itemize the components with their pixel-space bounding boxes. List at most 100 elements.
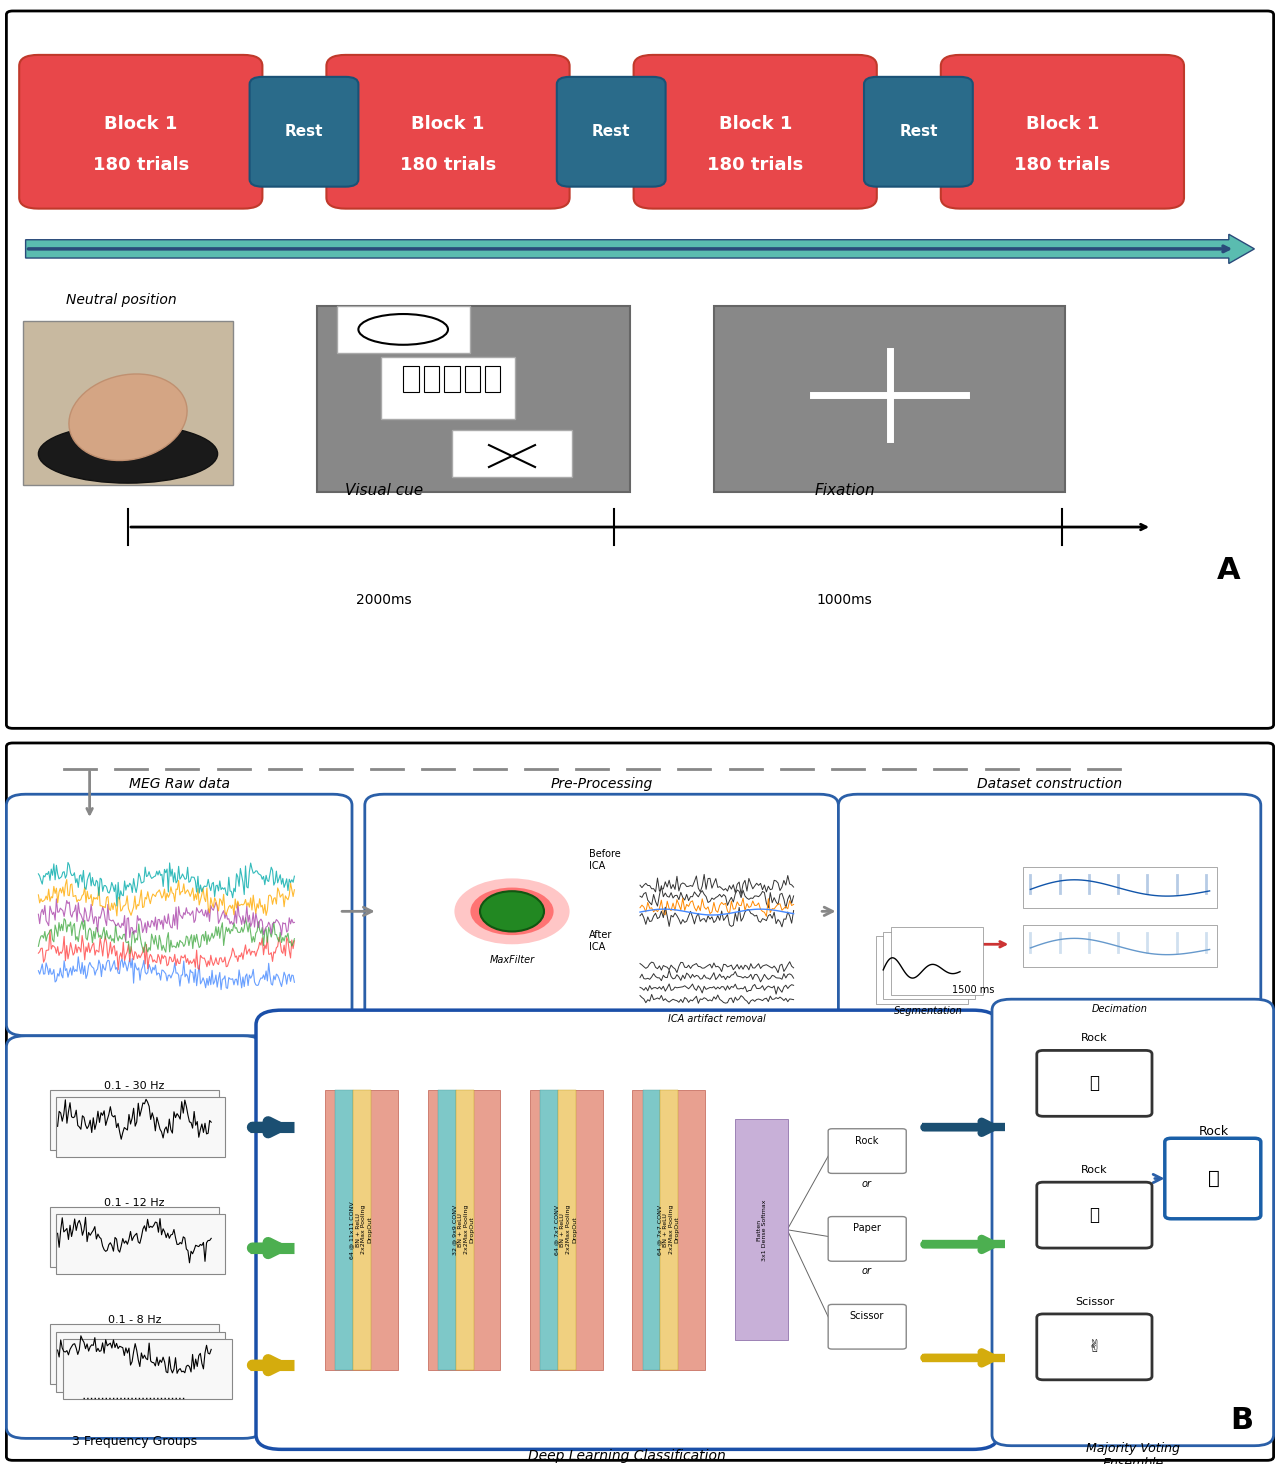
FancyBboxPatch shape	[335, 1089, 353, 1370]
FancyBboxPatch shape	[1165, 1139, 1261, 1218]
FancyBboxPatch shape	[735, 1118, 788, 1341]
FancyBboxPatch shape	[660, 1089, 678, 1370]
FancyBboxPatch shape	[634, 56, 877, 208]
Text: Flatten
3x1 Dense Softmax: Flatten 3x1 Dense Softmax	[756, 1199, 767, 1261]
Text: 0.1 - 30 Hz: 0.1 - 30 Hz	[104, 1080, 165, 1091]
Text: B: B	[1230, 1405, 1253, 1435]
FancyBboxPatch shape	[326, 56, 570, 208]
FancyBboxPatch shape	[250, 78, 358, 186]
Text: Block 1: Block 1	[718, 116, 792, 133]
Text: Decimation: Decimation	[1092, 1004, 1148, 1015]
Text: Rock: Rock	[1198, 1126, 1229, 1139]
Text: Block 1: Block 1	[104, 116, 178, 133]
FancyBboxPatch shape	[1023, 867, 1217, 908]
Text: Fixation: Fixation	[814, 483, 876, 498]
Text: Segmentation: Segmentation	[893, 1007, 963, 1016]
Ellipse shape	[480, 892, 544, 931]
FancyBboxPatch shape	[56, 1332, 225, 1391]
Text: MaxFilter: MaxFilter	[489, 956, 535, 965]
FancyBboxPatch shape	[557, 78, 666, 186]
FancyBboxPatch shape	[828, 1217, 906, 1261]
Text: ✌: ✌	[1088, 1338, 1101, 1356]
Text: ICA artifact removal: ICA artifact removal	[668, 1013, 765, 1023]
FancyBboxPatch shape	[50, 1206, 219, 1266]
Text: Dataset construction: Dataset construction	[977, 776, 1123, 791]
Text: 0.1 - 8 Hz: 0.1 - 8 Hz	[108, 1315, 161, 1325]
FancyBboxPatch shape	[317, 306, 630, 492]
FancyBboxPatch shape	[456, 1089, 474, 1370]
Text: Rock: Rock	[1082, 1034, 1107, 1042]
FancyBboxPatch shape	[530, 1089, 603, 1370]
Text: 3 Frequency Groups: 3 Frequency Groups	[72, 1435, 197, 1448]
Text: ✊: ✊	[1207, 1170, 1220, 1187]
Text: 1000ms: 1000ms	[817, 593, 873, 608]
Text: Rest: Rest	[591, 124, 631, 139]
FancyBboxPatch shape	[558, 1089, 576, 1370]
FancyBboxPatch shape	[381, 357, 515, 419]
FancyBboxPatch shape	[941, 56, 1184, 208]
Text: 32 @ 9x9 CONV
BN + ReLU
2x2Max Pooling
DropOut: 32 @ 9x9 CONV BN + ReLU 2x2Max Pooling D…	[452, 1205, 475, 1255]
Text: Rest: Rest	[284, 124, 324, 139]
FancyBboxPatch shape	[56, 1098, 225, 1157]
Bar	[444, 366, 460, 391]
Text: 64 @ 11x11 CONV
BN + ReLU
2x2Max Pooling
DropOut: 64 @ 11x11 CONV BN + ReLU 2x2Max Pooling…	[349, 1200, 372, 1259]
FancyBboxPatch shape	[540, 1089, 558, 1370]
Text: 180 trials: 180 trials	[707, 155, 804, 174]
FancyBboxPatch shape	[864, 78, 973, 186]
FancyBboxPatch shape	[337, 306, 470, 353]
FancyBboxPatch shape	[50, 1089, 219, 1151]
FancyBboxPatch shape	[714, 306, 1065, 492]
FancyBboxPatch shape	[6, 1037, 262, 1438]
Text: ✊: ✊	[1089, 1075, 1100, 1092]
FancyBboxPatch shape	[63, 1338, 232, 1400]
Text: Block 1: Block 1	[411, 116, 485, 133]
Text: Rock: Rock	[1082, 1165, 1107, 1174]
FancyBboxPatch shape	[325, 1089, 398, 1370]
Text: MEG Raw data: MEG Raw data	[129, 776, 229, 791]
Ellipse shape	[454, 878, 570, 944]
FancyBboxPatch shape	[876, 937, 968, 1004]
FancyBboxPatch shape	[632, 1089, 705, 1370]
FancyBboxPatch shape	[50, 1323, 219, 1385]
FancyBboxPatch shape	[6, 793, 352, 1037]
Bar	[424, 366, 439, 391]
Bar	[403, 366, 419, 391]
Text: 180 trials: 180 trials	[1014, 155, 1111, 174]
Text: Before
ICA: Before ICA	[589, 849, 621, 871]
Text: 2000ms: 2000ms	[356, 593, 412, 608]
Text: Scissor: Scissor	[850, 1312, 883, 1321]
Text: Majority Voting
Ensemble: Majority Voting Ensemble	[1085, 1442, 1180, 1464]
Text: Deep Learning Classification: Deep Learning Classification	[529, 1449, 726, 1464]
FancyBboxPatch shape	[6, 744, 1274, 1461]
FancyBboxPatch shape	[428, 1089, 500, 1370]
FancyBboxPatch shape	[828, 1129, 906, 1174]
FancyBboxPatch shape	[256, 1010, 998, 1449]
FancyBboxPatch shape	[1037, 1051, 1152, 1116]
FancyBboxPatch shape	[838, 793, 1261, 1037]
Text: Neutral position: Neutral position	[67, 293, 177, 307]
FancyBboxPatch shape	[438, 1089, 456, 1370]
Text: or: or	[861, 1179, 872, 1189]
Ellipse shape	[69, 373, 187, 461]
Text: Paper: Paper	[852, 1224, 881, 1233]
FancyBboxPatch shape	[828, 1304, 906, 1350]
Text: Scissor: Scissor	[1075, 1297, 1114, 1306]
Bar	[465, 366, 480, 391]
Text: Block 1: Block 1	[1025, 116, 1100, 133]
FancyBboxPatch shape	[353, 1089, 371, 1370]
Text: Pre-Processing: Pre-Processing	[550, 776, 653, 791]
Text: 0.1 - 12 Hz: 0.1 - 12 Hz	[104, 1198, 165, 1208]
Text: 180 trials: 180 trials	[92, 155, 189, 174]
FancyBboxPatch shape	[1037, 1315, 1152, 1379]
FancyBboxPatch shape	[883, 933, 975, 998]
Text: After
ICA: After ICA	[589, 930, 612, 952]
Text: Rock: Rock	[855, 1136, 878, 1145]
Ellipse shape	[471, 887, 554, 935]
Text: 1500 ms: 1500 ms	[951, 984, 995, 994]
FancyBboxPatch shape	[23, 321, 233, 485]
Bar	[485, 366, 500, 391]
Ellipse shape	[38, 425, 218, 483]
Text: 64 @ 7x7 CONV
BN + ReLU
2x2Max Pooling
DropOut: 64 @ 7x7 CONV BN + ReLU 2x2Max Pooling D…	[657, 1205, 680, 1255]
Text: 180 trials: 180 trials	[399, 155, 497, 174]
FancyBboxPatch shape	[1037, 1183, 1152, 1247]
